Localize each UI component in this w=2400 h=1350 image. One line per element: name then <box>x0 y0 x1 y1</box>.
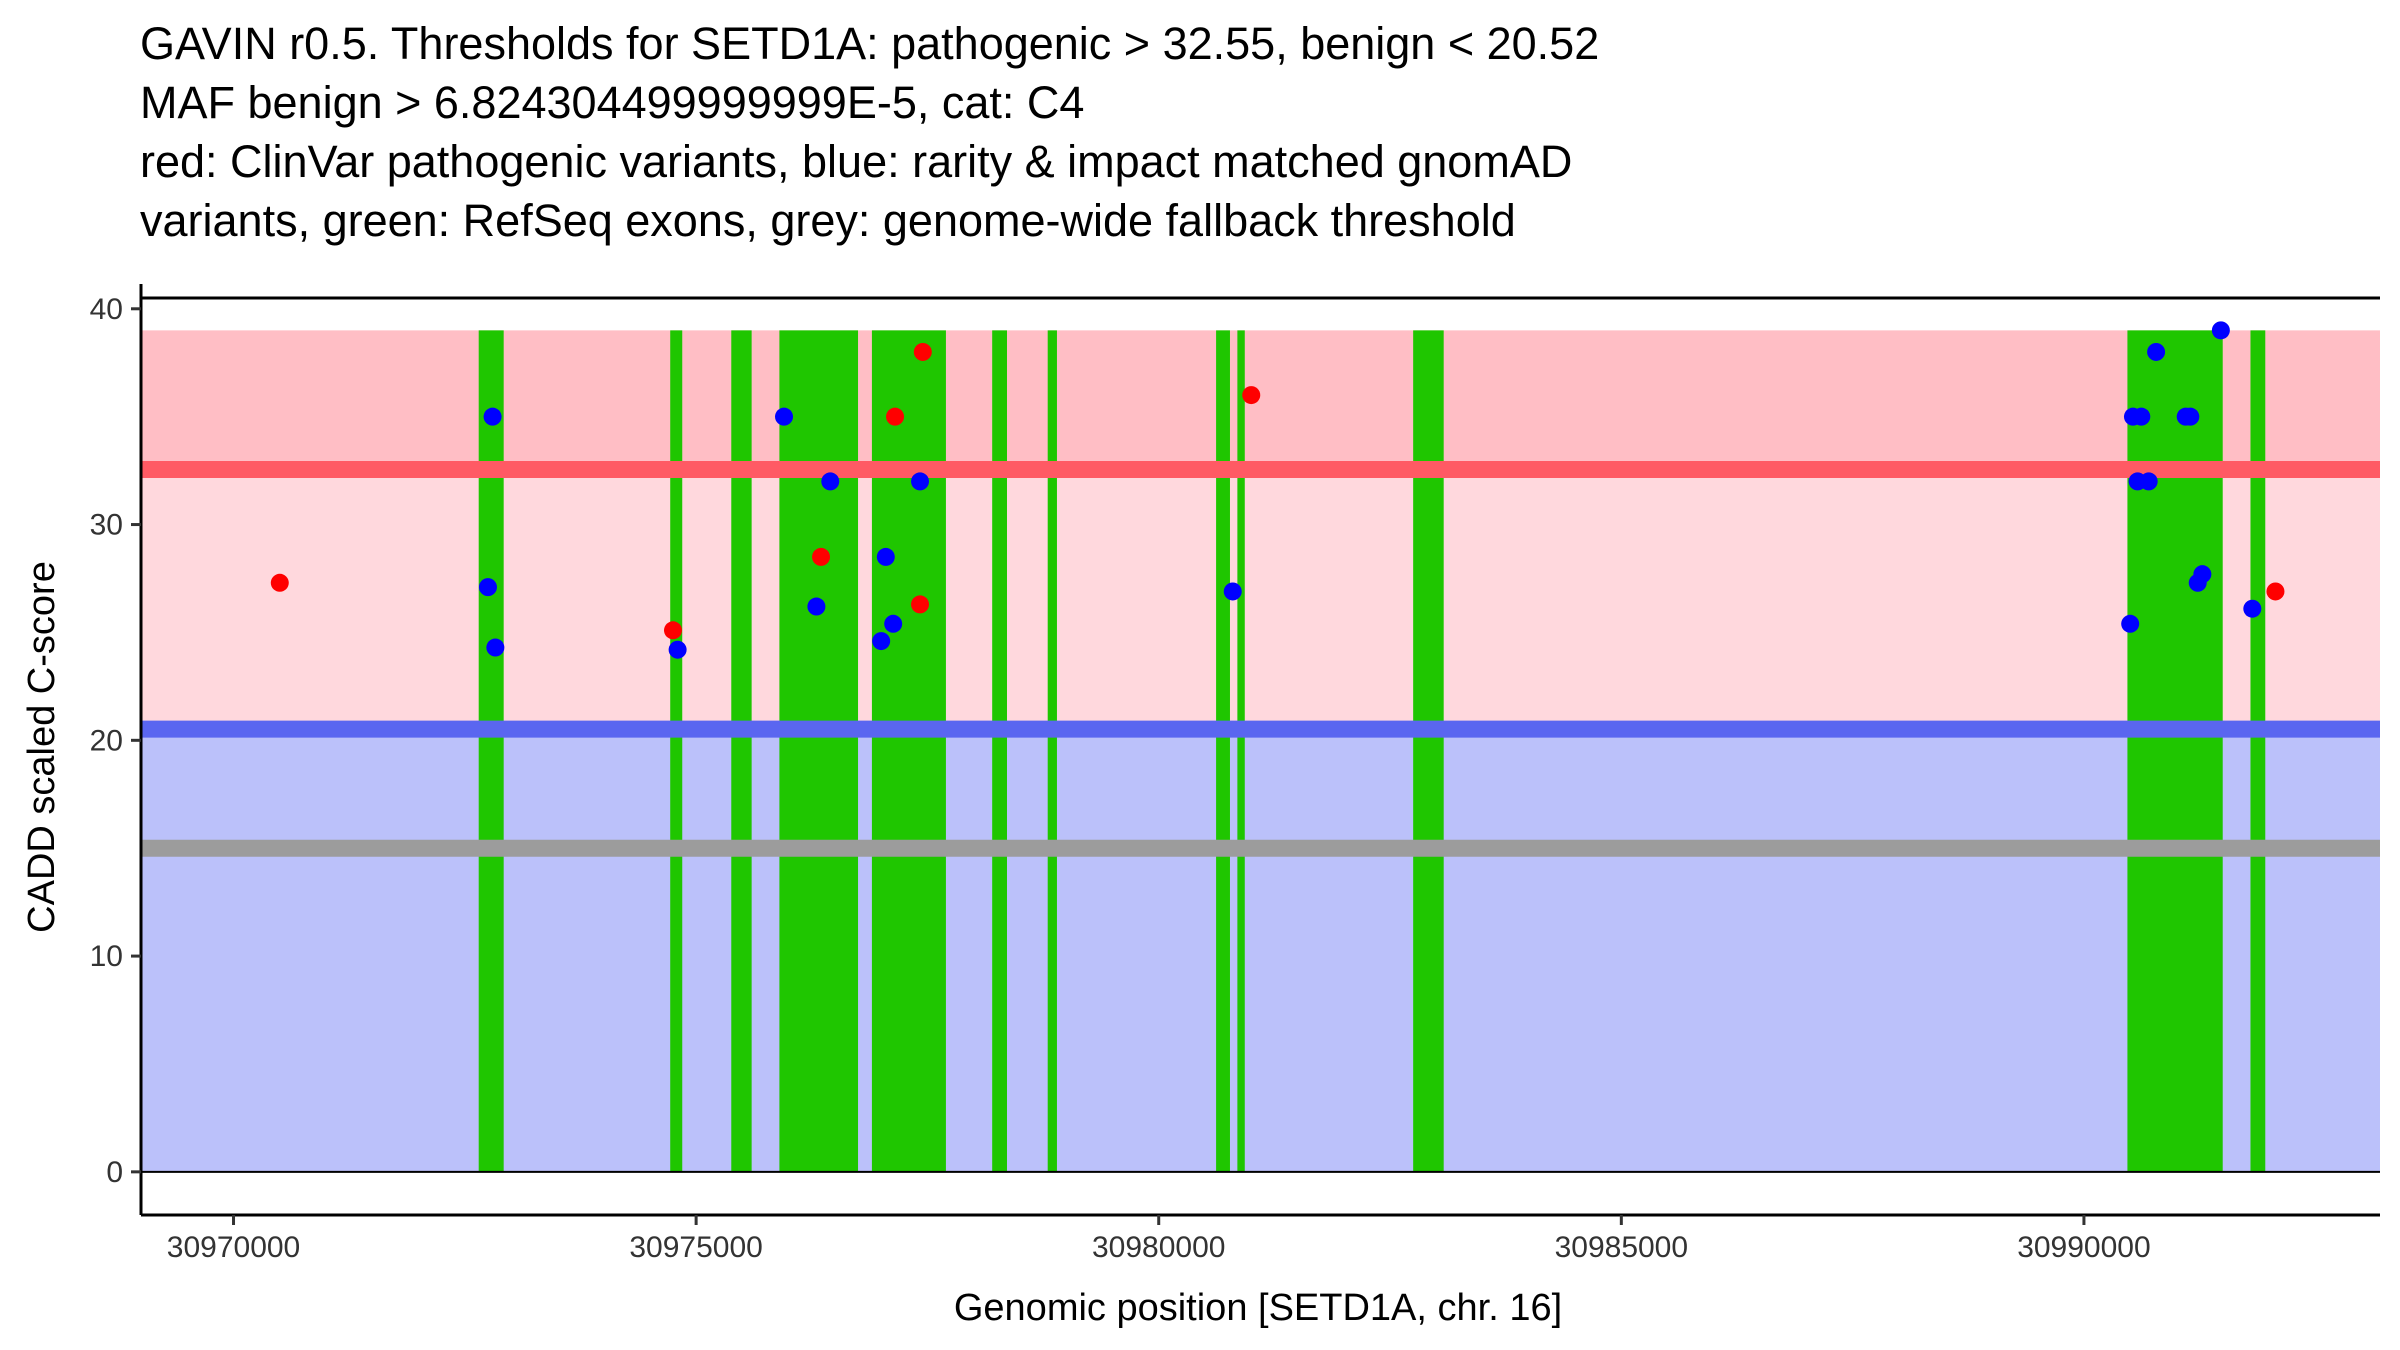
gnomad-point <box>486 638 505 657</box>
exon-bar-3 <box>731 330 752 1172</box>
gnomad-point <box>807 597 826 616</box>
gnomad-point <box>821 472 840 491</box>
benign-region <box>141 729 2380 1172</box>
clinvar-point <box>812 547 831 566</box>
exon-bar-4 <box>779 330 859 1172</box>
exon-bar-12 <box>2250 330 2266 1172</box>
title-line-3: red: ClinVar pathogenic variants, blue: … <box>140 136 1573 187</box>
x-tick-label: 30975000 <box>629 1231 762 1264</box>
clinvar-point <box>886 407 905 426</box>
exon-bars <box>478 330 2266 1172</box>
exon-bar-8 <box>1216 330 1230 1172</box>
x-axis-title: Genomic position [SETD1A, chr. 16] <box>954 1287 1562 1329</box>
y-tick-label: 10 <box>90 940 123 973</box>
gnomad-point <box>775 407 794 426</box>
title-line-4: variants, green: RefSeq exons, grey: gen… <box>140 195 1516 246</box>
clinvar-point <box>1242 386 1261 405</box>
intermediate-region <box>141 469 2380 730</box>
y-tick-label: 20 <box>90 724 123 757</box>
exon-bar-1 <box>478 330 504 1172</box>
gnomad-point <box>884 614 903 633</box>
variant-points <box>270 321 2285 659</box>
clinvar-point <box>270 573 289 592</box>
gnomad-point <box>1223 582 1242 601</box>
title-line-2: MAF benign > 6.824304499999999E-5, cat: … <box>140 77 1085 128</box>
threshold-lines <box>141 461 2380 857</box>
exon-bar-7 <box>1047 330 1057 1172</box>
axes: 0 10 20 30 40 30970000 30975000 30980000 3098500… <box>90 284 2380 1264</box>
title-line-1: GAVIN r0.5. Thresholds for SETD1A: patho… <box>140 18 1600 69</box>
clinvar-point <box>663 621 682 640</box>
chart-title: GAVIN r0.5. Thresholds for SETD1A: patho… <box>140 14 2360 250</box>
gnomad-point <box>668 640 687 659</box>
y-tick-label: 30 <box>90 509 123 542</box>
y-axis-title: CADD scaled C-score <box>21 561 63 933</box>
pathogenic-upper-region <box>141 330 2380 470</box>
exon-bar-9 <box>1237 330 1245 1172</box>
gnomad-point <box>2121 614 2140 633</box>
clinvar-point <box>913 342 932 361</box>
gnomad-point <box>2132 407 2151 426</box>
gnomad-point <box>2193 565 2212 584</box>
y-tick-label: 40 <box>90 293 123 326</box>
clinvar-point <box>911 595 930 614</box>
gnomad-point <box>911 472 930 491</box>
gnomad-point <box>872 632 891 651</box>
x-tick-label: 30990000 <box>2017 1231 2150 1264</box>
x-tick-label: 30985000 <box>1555 1231 1688 1264</box>
gnomad-point <box>876 547 895 566</box>
threshold-regions <box>141 330 2380 1172</box>
exon-bar-6 <box>992 330 1007 1172</box>
gnomad-point <box>2147 342 2166 361</box>
exon-bar-2 <box>670 330 683 1172</box>
y-tick-label: 0 <box>106 1156 123 1189</box>
exon-bar-5 <box>871 330 946 1172</box>
gnomad-point <box>2243 599 2262 618</box>
x-tick-label: 30980000 <box>1092 1231 1225 1264</box>
gnomad-point <box>2139 472 2158 491</box>
exon-bar-11 <box>2127 330 2223 1172</box>
clinvar-point <box>2266 582 2285 601</box>
exon-bar-10 <box>1413 330 1444 1172</box>
gnomad-point <box>478 578 497 597</box>
gnomad-point <box>2181 407 2200 426</box>
gnomad-point <box>483 407 502 426</box>
x-tick-label: 30970000 <box>167 1231 300 1264</box>
gnomad-point <box>2211 321 2230 340</box>
